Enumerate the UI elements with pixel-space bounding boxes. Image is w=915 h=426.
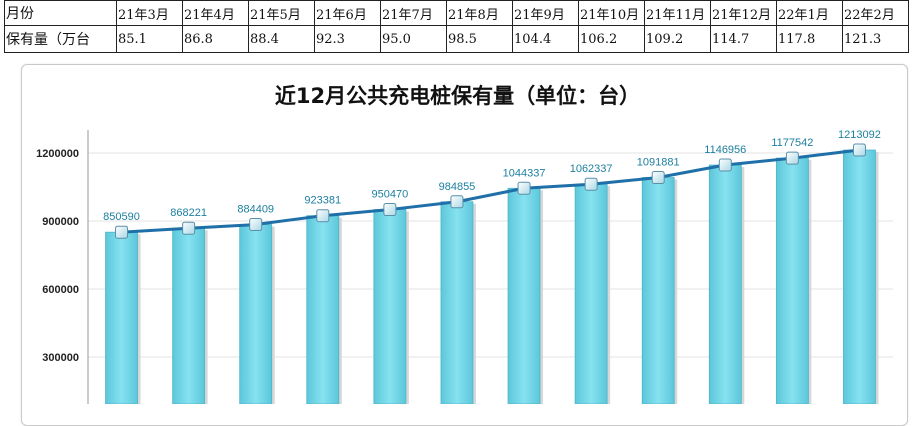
line-marker (182, 221, 196, 235)
data-label: 884409 (237, 204, 274, 216)
line-series (115, 143, 866, 239)
bar (843, 149, 876, 404)
data-label: 1091881 (637, 157, 680, 169)
y-tick-label: 1200000 (36, 148, 79, 160)
trend-line (121, 148, 860, 234)
table-cell[interactable]: 98.5 (446, 25, 513, 53)
data-labels: 850590 868221 884409 923381 950470 984855 1044… (103, 129, 881, 223)
line-marker (517, 181, 531, 195)
y-axis-ticks: 300000 600000 900000 1200000 (36, 148, 79, 364)
data-label: 1044337 (503, 167, 546, 179)
data-label: 868221 (170, 207, 207, 219)
bar (440, 201, 474, 404)
table-header-row: 月份 21年3月 21年4月 21年5月 21年6月 21年7月 21年8月 2… (4, 0, 909, 26)
line-marker (115, 225, 129, 239)
bar (306, 215, 340, 404)
data-label: 850590 (103, 211, 140, 223)
data-table: 月份 21年3月 21年4月 21年5月 21年6月 21年7月 21年8月 2… (4, 0, 909, 53)
table-cell[interactable]: 86.8 (182, 25, 249, 53)
line-marker (651, 171, 665, 185)
line-marker (249, 218, 263, 232)
bar (239, 224, 273, 404)
bar (775, 157, 809, 404)
table-header-cell[interactable]: 月份 (4, 0, 117, 26)
table-header-cell[interactable]: 21年11月 (644, 0, 711, 26)
table-header-cell[interactable]: 22年1月 (776, 0, 843, 26)
line-marker (316, 209, 330, 223)
data-label: 1213092 (838, 129, 881, 141)
chart-title: 近12月公共充电桩保有量（单位：台） (274, 84, 641, 108)
data-label: 984855 (439, 181, 476, 193)
bar (172, 227, 206, 404)
line-marker (718, 158, 732, 172)
table-header-cell[interactable]: 21年5月 (248, 0, 315, 26)
table-header-cell[interactable]: 21年12月 (710, 0, 777, 26)
bar (708, 164, 742, 404)
line-marker (383, 203, 397, 217)
bar (641, 177, 675, 404)
data-label: 1146956 (704, 144, 746, 156)
bar (105, 231, 138, 404)
y-tick-label: 300000 (42, 352, 79, 364)
line-marker (785, 151, 799, 165)
data-label: 1177542 (771, 137, 813, 149)
table-cell[interactable]: 121.3 (842, 25, 909, 53)
data-label: 950470 (372, 189, 409, 201)
line-marker (852, 143, 866, 157)
bar (373, 209, 407, 404)
table-header-cell[interactable]: 22年2月 (842, 0, 909, 26)
y-tick-label: 900000 (42, 216, 79, 228)
line-marker (584, 177, 598, 191)
data-label: 1062337 (570, 163, 613, 175)
grid-lines (88, 152, 893, 358)
bar-series (105, 149, 879, 404)
data-label: 923381 (304, 195, 341, 207)
bar (507, 187, 541, 404)
line-marker (450, 195, 464, 209)
bar (574, 183, 608, 404)
table-cell[interactable]: 117.8 (776, 25, 843, 53)
table-cell[interactable]: 104.4 (512, 25, 579, 53)
table-cell[interactable]: 92.3 (314, 25, 381, 53)
table-cell[interactable]: 保有量（万台 (4, 25, 117, 53)
y-tick-label: 600000 (42, 284, 79, 296)
table-cell[interactable]: 106.2 (578, 25, 645, 53)
table-header-cell[interactable]: 21年9月 (512, 0, 579, 26)
table-row: 保有量（万台 85.1 86.8 88.4 92.3 95.0 98.5 104… (4, 25, 909, 53)
bar-line-chart[interactable]: 300000 600000 900000 1200000 850590 868221 88… (0, 0, 915, 404)
table-cell[interactable]: 88.4 (248, 25, 315, 53)
table-cell[interactable]: 95.0 (380, 25, 447, 53)
table-header-cell[interactable]: 21年3月 (116, 0, 183, 26)
table-header-cell[interactable]: 21年10月 (578, 0, 645, 26)
table-header-cell[interactable]: 21年8月 (446, 0, 513, 26)
table-cell[interactable]: 85.1 (116, 25, 183, 53)
